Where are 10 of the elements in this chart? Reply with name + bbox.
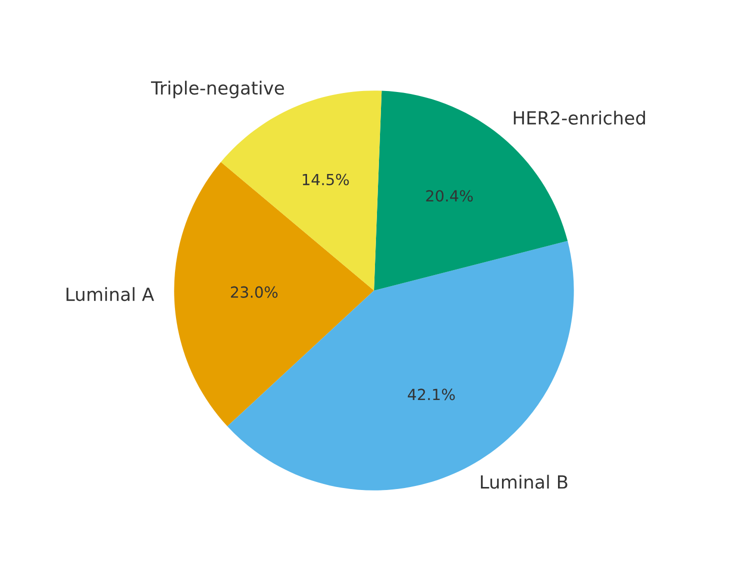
data-label: 20.4% (426, 190, 473, 202)
slice-label: Luminal B (480, 474, 568, 489)
slice-label: Luminal A (66, 287, 154, 302)
data-label: 14.5% (302, 174, 349, 186)
pie-slice (227, 240, 574, 490)
slice-label: HER2-enriched (514, 110, 645, 125)
data-label: 23.0% (230, 286, 278, 298)
slice-label: Triple-negative (151, 80, 284, 98)
pie-slice (174, 162, 374, 426)
data-label: 42.1% (408, 388, 455, 400)
